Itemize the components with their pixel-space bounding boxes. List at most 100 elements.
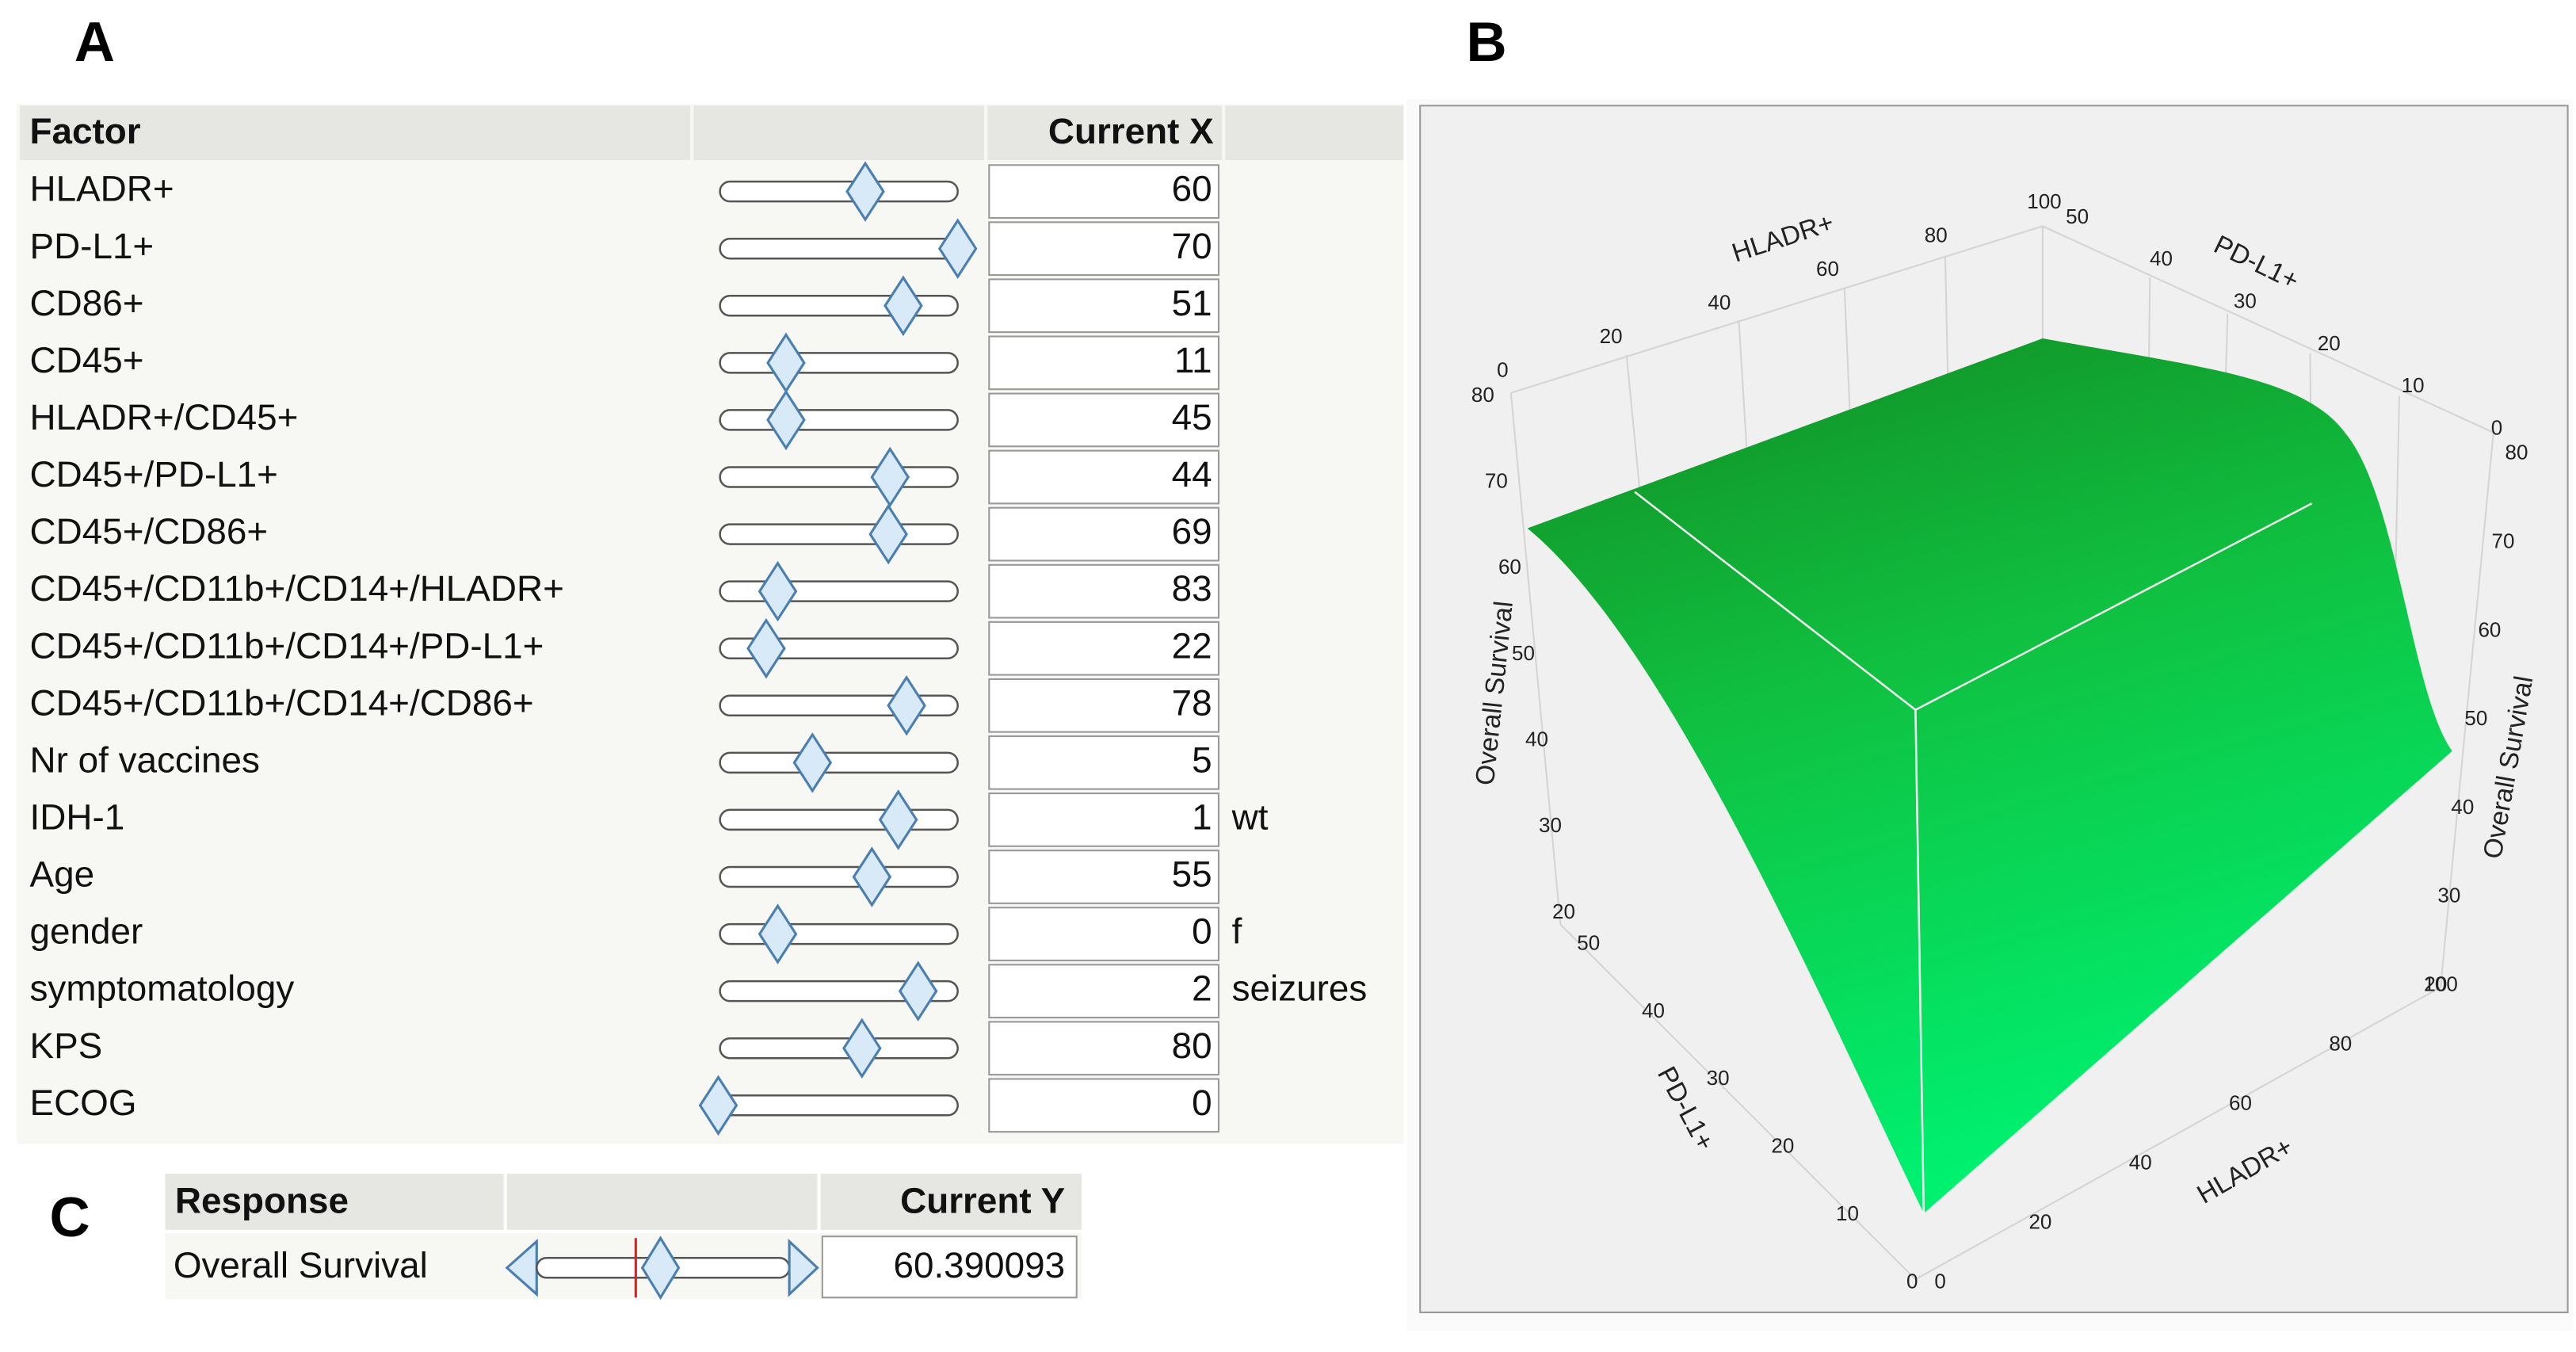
tick-label: 0 bbox=[1906, 1269, 1918, 1293]
factor-name: PD-L1+ bbox=[30, 226, 155, 266]
slider-track bbox=[719, 580, 959, 602]
tick-label: 30 bbox=[1707, 1066, 1730, 1090]
factor-value: 5 bbox=[1192, 739, 1212, 780]
slider-track bbox=[719, 352, 959, 374]
factor-name: CD45+/PD-L1+ bbox=[30, 454, 278, 495]
surface-line bbox=[1634, 491, 1917, 711]
tick-label: 20 bbox=[2028, 1209, 2051, 1233]
floor-edge bbox=[1914, 986, 2441, 1281]
tick-label: 80 bbox=[2505, 441, 2528, 464]
slider-thumb[interactable] bbox=[937, 218, 978, 279]
header-cell bbox=[506, 1174, 818, 1230]
slider-thumb[interactable] bbox=[898, 961, 938, 1022]
slider-thumb[interactable] bbox=[746, 617, 786, 679]
value-box[interactable] bbox=[988, 1078, 1220, 1133]
value-box[interactable] bbox=[988, 850, 1220, 904]
factor-name: CD45+/CD11b+/CD14+/CD86+ bbox=[30, 682, 534, 723]
slider-thumb[interactable] bbox=[887, 674, 926, 736]
factor-value: 51 bbox=[1172, 283, 1212, 323]
slider-thumb[interactable] bbox=[878, 789, 918, 850]
slider-track bbox=[719, 1037, 959, 1060]
surface-line bbox=[1914, 502, 2313, 711]
factor-name: symptomatology bbox=[30, 968, 295, 1009]
tick-label: 60 bbox=[1816, 257, 1839, 281]
factor-name: CD45+/CD11b+/CD14+/HLADR+ bbox=[30, 568, 564, 609]
value-box[interactable] bbox=[988, 964, 1220, 1019]
slider-track bbox=[719, 237, 959, 260]
value-box[interactable] bbox=[988, 1021, 1220, 1076]
tick-label: 20 bbox=[2318, 331, 2341, 355]
tick-label: 80 bbox=[2329, 1031, 2352, 1055]
factor-value: 2 bbox=[1192, 968, 1212, 1009]
tick-label: 40 bbox=[2150, 246, 2173, 270]
factor-name: CD45+/CD86+ bbox=[30, 511, 269, 552]
slider-thumb[interactable] bbox=[870, 446, 910, 508]
column-header: Current X bbox=[1048, 111, 1214, 151]
value-box[interactable] bbox=[988, 335, 1220, 391]
factor-value: 60 bbox=[1172, 169, 1212, 209]
tick-label: 40 bbox=[2451, 795, 2474, 819]
tick-label: 50 bbox=[2066, 204, 2089, 228]
tick-label: 0 bbox=[1934, 1269, 1945, 1293]
factor-value: 0 bbox=[1192, 911, 1212, 952]
value-box[interactable] bbox=[988, 792, 1220, 847]
column-header: Factor bbox=[30, 111, 141, 151]
factor-value: 69 bbox=[1172, 511, 1212, 552]
factor-name: HLADR+ bbox=[30, 169, 174, 209]
tick-label: 50 bbox=[2464, 706, 2487, 730]
slider-track bbox=[719, 466, 959, 488]
value-box[interactable] bbox=[988, 392, 1220, 448]
tick-label: 10 bbox=[2402, 373, 2425, 397]
panel-label: C bbox=[50, 1186, 90, 1249]
surface-line bbox=[1914, 709, 1925, 1214]
header-cell bbox=[693, 105, 985, 161]
value-box[interactable] bbox=[988, 164, 1220, 220]
slider-thumb[interactable] bbox=[845, 161, 885, 222]
slider-thumb[interactable] bbox=[640, 1236, 681, 1300]
slider-arrow[interactable] bbox=[788, 1238, 819, 1297]
slider-thumb[interactable] bbox=[766, 389, 806, 451]
slider-thumb[interactable] bbox=[758, 903, 798, 964]
tick-label: 40 bbox=[1642, 999, 1665, 1022]
value-box[interactable] bbox=[988, 678, 1220, 733]
factor-name: KPS bbox=[30, 1025, 103, 1066]
value-box[interactable] bbox=[988, 449, 1220, 505]
slider-track bbox=[719, 808, 959, 831]
tick-label: 80 bbox=[1925, 223, 1948, 247]
slider-thumb[interactable] bbox=[758, 560, 798, 622]
column-header: Response bbox=[175, 1181, 349, 1221]
slider-track bbox=[719, 922, 959, 945]
factor-value: 70 bbox=[1172, 226, 1212, 266]
slider-thumb[interactable] bbox=[883, 275, 923, 337]
response-name: Overall Survival bbox=[174, 1245, 428, 1285]
factor-value: 0 bbox=[1192, 1083, 1212, 1123]
factor-value: 83 bbox=[1172, 568, 1212, 609]
factor-name: IDH-1 bbox=[30, 797, 125, 838]
slider-thumb[interactable] bbox=[792, 732, 833, 793]
value-box[interactable] bbox=[988, 907, 1220, 961]
slider-thumb[interactable] bbox=[868, 503, 908, 565]
tick-label: 20 bbox=[2424, 972, 2447, 995]
value-box[interactable] bbox=[988, 506, 1220, 562]
value-box[interactable] bbox=[988, 563, 1220, 619]
factor-value: 1 bbox=[1192, 797, 1212, 838]
value-box[interactable] bbox=[988, 735, 1220, 790]
slider-track bbox=[719, 865, 959, 888]
slider-track bbox=[719, 980, 959, 1003]
value-box[interactable] bbox=[988, 621, 1220, 676]
tick-label: 50 bbox=[1512, 641, 1535, 665]
value-box bbox=[821, 1236, 1078, 1299]
slider-thumb[interactable] bbox=[852, 846, 892, 907]
tick-label: 0 bbox=[1497, 358, 1508, 382]
factor-name: CD86+ bbox=[30, 283, 144, 323]
value-box[interactable] bbox=[988, 278, 1220, 334]
factor-value: 11 bbox=[1174, 340, 1212, 380]
factor-unit: seizures bbox=[1232, 968, 1368, 1009]
tick-label: 100 bbox=[2027, 189, 2061, 213]
factor-name: CD45+/CD11b+/CD14+/PD-L1+ bbox=[30, 625, 544, 666]
value-box[interactable] bbox=[988, 221, 1220, 277]
tick-label: 40 bbox=[2129, 1150, 2152, 1174]
factor-name: Age bbox=[30, 854, 95, 895]
slider-thumb[interactable] bbox=[842, 1018, 882, 1079]
slider-thumb[interactable] bbox=[698, 1075, 738, 1136]
